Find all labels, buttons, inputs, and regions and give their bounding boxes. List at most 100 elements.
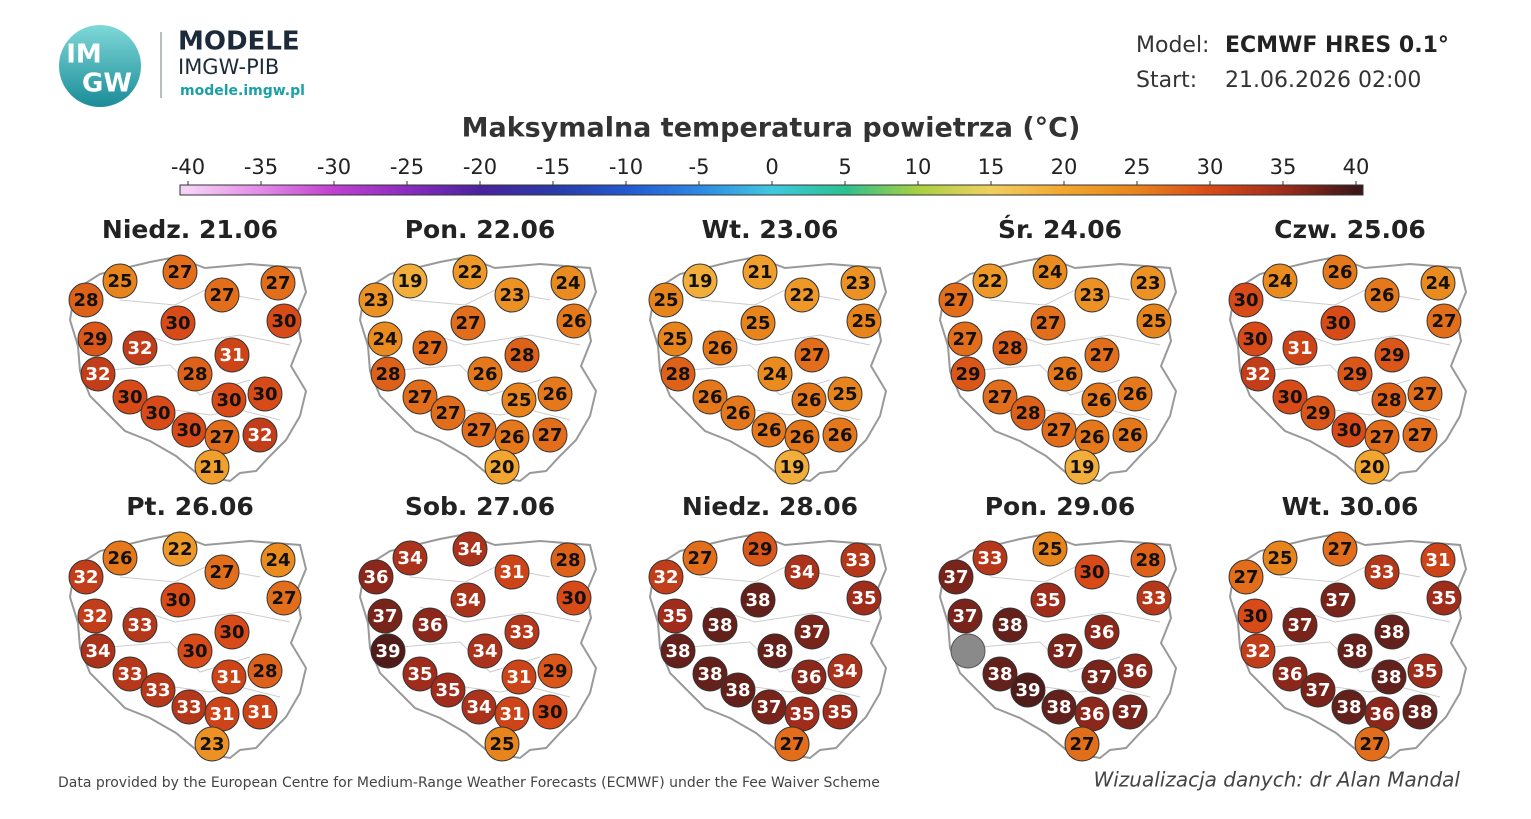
colorbar-tick-label: -20 xyxy=(463,155,497,179)
station-value: 23 xyxy=(499,285,524,306)
station-value: 36 xyxy=(1079,704,1104,725)
day-panel: Pon. 29.06 33 25 37 30 28 35 33 37 38 36 37 38 36 37 39… xyxy=(938,492,1178,762)
station-marker xyxy=(938,559,974,595)
station-marker xyxy=(1300,395,1336,431)
station-marker xyxy=(648,282,684,318)
station-value: 30 xyxy=(271,311,296,332)
station-value: 27 xyxy=(537,425,562,446)
station-value: 35 xyxy=(1412,661,1437,682)
station-value: 38 xyxy=(1046,697,1071,718)
region-borders xyxy=(109,289,291,421)
station-value: 19 xyxy=(687,271,712,292)
station-value: 25 xyxy=(653,290,678,311)
station-marker xyxy=(846,580,882,616)
station-value: 27 xyxy=(1369,427,1394,448)
station-value: 34 xyxy=(466,697,491,718)
station-marker xyxy=(430,672,466,708)
url: modele.imgw.pl xyxy=(180,83,305,99)
station-value: 30 xyxy=(561,588,586,609)
colorbar-bar xyxy=(179,184,1364,196)
station-marker xyxy=(740,582,776,618)
station-marker xyxy=(430,395,466,431)
station-value: 30 xyxy=(1233,290,1258,311)
station-marker xyxy=(757,356,793,392)
station-marker xyxy=(550,265,586,301)
station-value: 31 xyxy=(499,562,524,583)
station-marker xyxy=(1047,633,1083,669)
station-value: 27 xyxy=(987,387,1012,408)
region-borders xyxy=(1269,289,1451,421)
station-value: 22 xyxy=(977,271,1002,292)
start-time: 21.06.2026 02:00 xyxy=(1225,68,1421,93)
station-value: 22 xyxy=(167,539,192,560)
station-marker xyxy=(1047,356,1083,392)
station-value: 25 xyxy=(489,734,514,755)
station-value: 38 xyxy=(707,615,732,636)
station-marker xyxy=(1374,337,1410,373)
station-marker xyxy=(692,656,728,692)
station-marker xyxy=(1272,379,1308,415)
station-marker xyxy=(402,379,438,415)
station-value: 37 xyxy=(1052,641,1077,662)
station-marker xyxy=(1420,542,1456,578)
station-marker xyxy=(1130,542,1166,578)
station-value: 23 xyxy=(1135,273,1160,294)
station-marker xyxy=(194,449,230,485)
station-marker xyxy=(1354,726,1390,762)
station-value: 27 xyxy=(466,420,491,441)
station-value: 19 xyxy=(1069,457,1094,478)
station-marker xyxy=(784,277,820,313)
station-marker xyxy=(1136,303,1172,339)
station-marker xyxy=(692,379,728,415)
station-marker xyxy=(1030,305,1066,341)
station-value: 27 xyxy=(435,403,460,424)
station-marker xyxy=(247,376,283,412)
station-marker xyxy=(177,633,213,669)
source-note: Data provided by the European Centre for… xyxy=(58,775,880,791)
station-marker xyxy=(950,356,986,392)
station-value: 36 xyxy=(1369,704,1394,725)
station-marker xyxy=(102,263,138,299)
station-marker xyxy=(1322,254,1358,290)
station-value: 32 xyxy=(127,338,152,359)
station-value: 23 xyxy=(363,290,388,311)
station-marker xyxy=(784,554,820,590)
station-value: 33 xyxy=(977,548,1002,569)
station-value: 38 xyxy=(762,641,787,662)
station-value: 28 xyxy=(1376,390,1401,411)
station-value: 23 xyxy=(845,273,870,294)
station-value: 26 xyxy=(725,403,750,424)
station-value: 24 xyxy=(762,364,787,385)
station-marker xyxy=(402,656,438,692)
colorbar-tick-label: 10 xyxy=(905,155,932,179)
station-value: 28 xyxy=(252,661,277,682)
station-value: 34 xyxy=(789,562,814,583)
station-marker xyxy=(1364,277,1400,313)
station-value: 37 xyxy=(1287,615,1312,636)
station-value: 24 xyxy=(1425,273,1450,294)
station-value: 26 xyxy=(1122,384,1147,405)
station-marker xyxy=(532,694,568,730)
station-marker xyxy=(194,726,230,762)
region-borders xyxy=(399,289,581,421)
day-panel: Wt. 30.06 25 27 27 33 31 37 35 30 37 38 32 38 36 35 38 3… xyxy=(1228,492,1468,762)
station-value: 28 xyxy=(665,364,690,385)
station-marker xyxy=(412,330,448,366)
station-missing xyxy=(950,633,986,669)
station-marker xyxy=(367,598,403,634)
station-marker xyxy=(112,656,148,692)
station-value: 27 xyxy=(407,387,432,408)
colorbar-tick-label: 25 xyxy=(1124,155,1151,179)
region-borders xyxy=(689,566,871,698)
station-value: 31 xyxy=(1287,338,1312,359)
station-marker xyxy=(1228,559,1264,595)
station-marker xyxy=(657,598,693,634)
station-marker xyxy=(1117,376,1153,412)
station-marker xyxy=(840,265,876,301)
station-marker xyxy=(77,598,113,634)
station-value: 32 xyxy=(1245,641,1270,662)
station-marker xyxy=(1084,337,1120,373)
station-marker xyxy=(742,254,778,290)
station-value: 34 xyxy=(397,548,422,569)
